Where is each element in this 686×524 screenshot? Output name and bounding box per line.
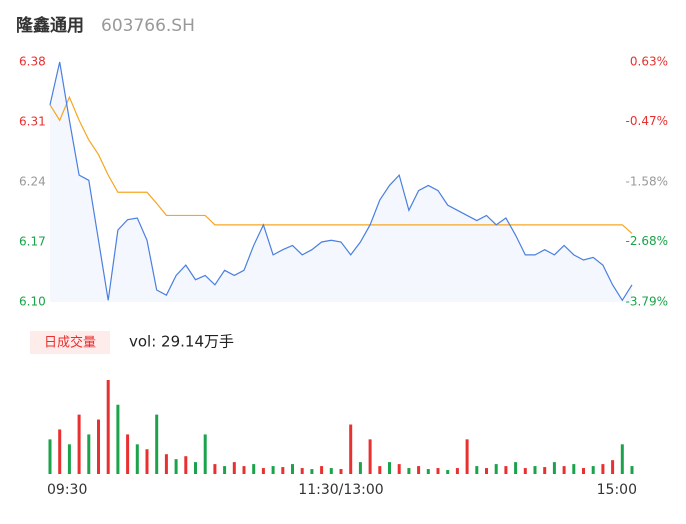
volume-bar	[67, 444, 71, 474]
volume-bar	[329, 468, 333, 474]
volume-bar	[261, 468, 265, 474]
volume-bar	[126, 434, 130, 474]
volume-bar	[87, 434, 91, 474]
volume-bar	[378, 466, 382, 474]
volume-bar	[252, 464, 256, 474]
y-tick-label: 6.38	[19, 55, 46, 69]
volume-bar	[310, 469, 314, 474]
stock-code: 603766.SH	[101, 16, 195, 36]
volume-bar	[446, 470, 450, 474]
price-line	[49, 95, 633, 234]
y2-tick-label: 0.63%	[630, 55, 668, 69]
x-tick-label: 11:30/13:00	[298, 482, 383, 498]
volume-bar	[407, 468, 411, 474]
volume-bar	[58, 429, 62, 474]
volume-bar	[358, 462, 362, 474]
volume-bar	[417, 466, 421, 474]
volume-bar	[397, 464, 401, 474]
volume-bar	[203, 434, 207, 474]
volume-bar	[320, 466, 324, 474]
volume-bar	[145, 449, 149, 474]
volume-bar	[339, 469, 343, 474]
x-tick-label: 15:00	[597, 482, 637, 498]
volume-bar	[97, 419, 100, 474]
y-tick-label: 6.10	[19, 295, 46, 309]
y-tick-label: 6.24	[19, 175, 46, 189]
volume-label-box	[30, 331, 110, 354]
volume-bar	[106, 380, 110, 474]
volume-bar	[504, 466, 508, 474]
volume-bar	[533, 466, 537, 474]
stock-name: 隆鑫通用	[16, 15, 84, 36]
volume-bar	[155, 414, 159, 474]
x-tick-label: 09:30	[47, 482, 87, 498]
volume-bar	[582, 468, 585, 474]
volume-bar	[232, 462, 236, 474]
y-tick-label: 6.31	[19, 115, 46, 129]
volume-bar	[455, 468, 459, 474]
volume-bar	[552, 462, 556, 474]
volume-bar	[194, 462, 197, 474]
volume-bar	[349, 424, 353, 474]
volume-bar	[291, 464, 294, 474]
volume-bar	[426, 469, 430, 474]
volume-bar	[135, 444, 139, 474]
volume-bar	[213, 464, 217, 474]
volume-bar	[475, 466, 479, 474]
volume-bar	[543, 467, 547, 474]
volume-title: 日成交量	[44, 335, 96, 351]
volume-bar	[368, 439, 372, 474]
volume-bar	[271, 466, 275, 474]
volume-annotation: vol: 29.14万手	[129, 333, 234, 351]
volume-bar	[591, 466, 595, 474]
volume-bar	[223, 466, 227, 474]
volume-bar	[562, 466, 566, 474]
volume-bar	[601, 464, 605, 474]
volume-bar	[514, 462, 518, 474]
volume-bar	[174, 459, 178, 474]
volume-bar	[572, 464, 576, 474]
volume-bar	[242, 466, 246, 474]
y-tick-label: 6.17	[19, 235, 46, 249]
volume-bar	[48, 439, 52, 474]
volume-bar	[630, 466, 634, 474]
volume-bar	[164, 454, 168, 474]
volume-bar	[436, 468, 440, 474]
y2-tick-label: -3.79%	[626, 295, 668, 309]
volume-bar	[611, 460, 615, 474]
volume-bar	[388, 462, 391, 474]
volume-bar	[494, 464, 498, 474]
volume-bar	[485, 468, 488, 474]
y2-tick-label: -0.47%	[626, 114, 668, 128]
volume-bar	[465, 439, 469, 474]
price-area	[50, 62, 632, 302]
volume-bar	[523, 468, 527, 474]
volume-bar	[620, 444, 624, 474]
price-line	[49, 61, 633, 302]
volume-bar	[281, 467, 285, 474]
volume-bar	[184, 456, 188, 474]
y2-tick-label: -1.58%	[626, 175, 668, 189]
volume-bar	[77, 414, 81, 474]
volume-bar	[116, 404, 120, 474]
volume-bar	[300, 468, 304, 474]
y2-tick-label: -2.68%	[626, 234, 668, 248]
